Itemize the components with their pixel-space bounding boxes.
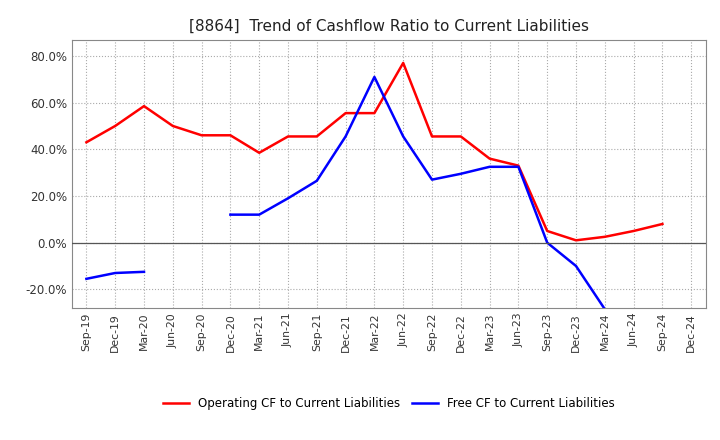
- Operating CF to Current Liabilities: [284, 134, 292, 139]
- Free CF to Current Liabilities: [111, 270, 120, 275]
- Operating CF to Current Liabilities: [226, 132, 235, 138]
- Title: [8864]  Trend of Cashflow Ratio to Current Liabilities: [8864] Trend of Cashflow Ratio to Curren…: [189, 19, 589, 34]
- Operating CF to Current Liabilities: [82, 139, 91, 145]
- Operating CF to Current Liabilities: [485, 156, 494, 161]
- Operating CF to Current Liabilities: [428, 134, 436, 139]
- Free CF to Current Liabilities: [140, 269, 148, 275]
- Operating CF to Current Liabilities: [255, 150, 264, 155]
- Legend: Operating CF to Current Liabilities, Free CF to Current Liabilities: Operating CF to Current Liabilities, Fre…: [158, 392, 620, 415]
- Operating CF to Current Liabilities: [629, 228, 638, 234]
- Operating CF to Current Liabilities: [197, 132, 206, 138]
- Operating CF to Current Liabilities: [168, 123, 177, 128]
- Operating CF to Current Liabilities: [341, 110, 350, 116]
- Operating CF to Current Liabilities: [514, 163, 523, 168]
- Operating CF to Current Liabilities: [312, 134, 321, 139]
- Operating CF to Current Liabilities: [600, 234, 609, 239]
- Line: Operating CF to Current Liabilities: Operating CF to Current Liabilities: [86, 63, 662, 240]
- Operating CF to Current Liabilities: [111, 123, 120, 128]
- Operating CF to Current Liabilities: [543, 228, 552, 234]
- Operating CF to Current Liabilities: [572, 238, 580, 243]
- Free CF to Current Liabilities: [82, 276, 91, 282]
- Operating CF to Current Liabilities: [456, 134, 465, 139]
- Operating CF to Current Liabilities: [399, 60, 408, 66]
- Line: Free CF to Current Liabilities: Free CF to Current Liabilities: [86, 272, 144, 279]
- Operating CF to Current Liabilities: [658, 221, 667, 227]
- Operating CF to Current Liabilities: [140, 103, 148, 109]
- Operating CF to Current Liabilities: [370, 110, 379, 116]
